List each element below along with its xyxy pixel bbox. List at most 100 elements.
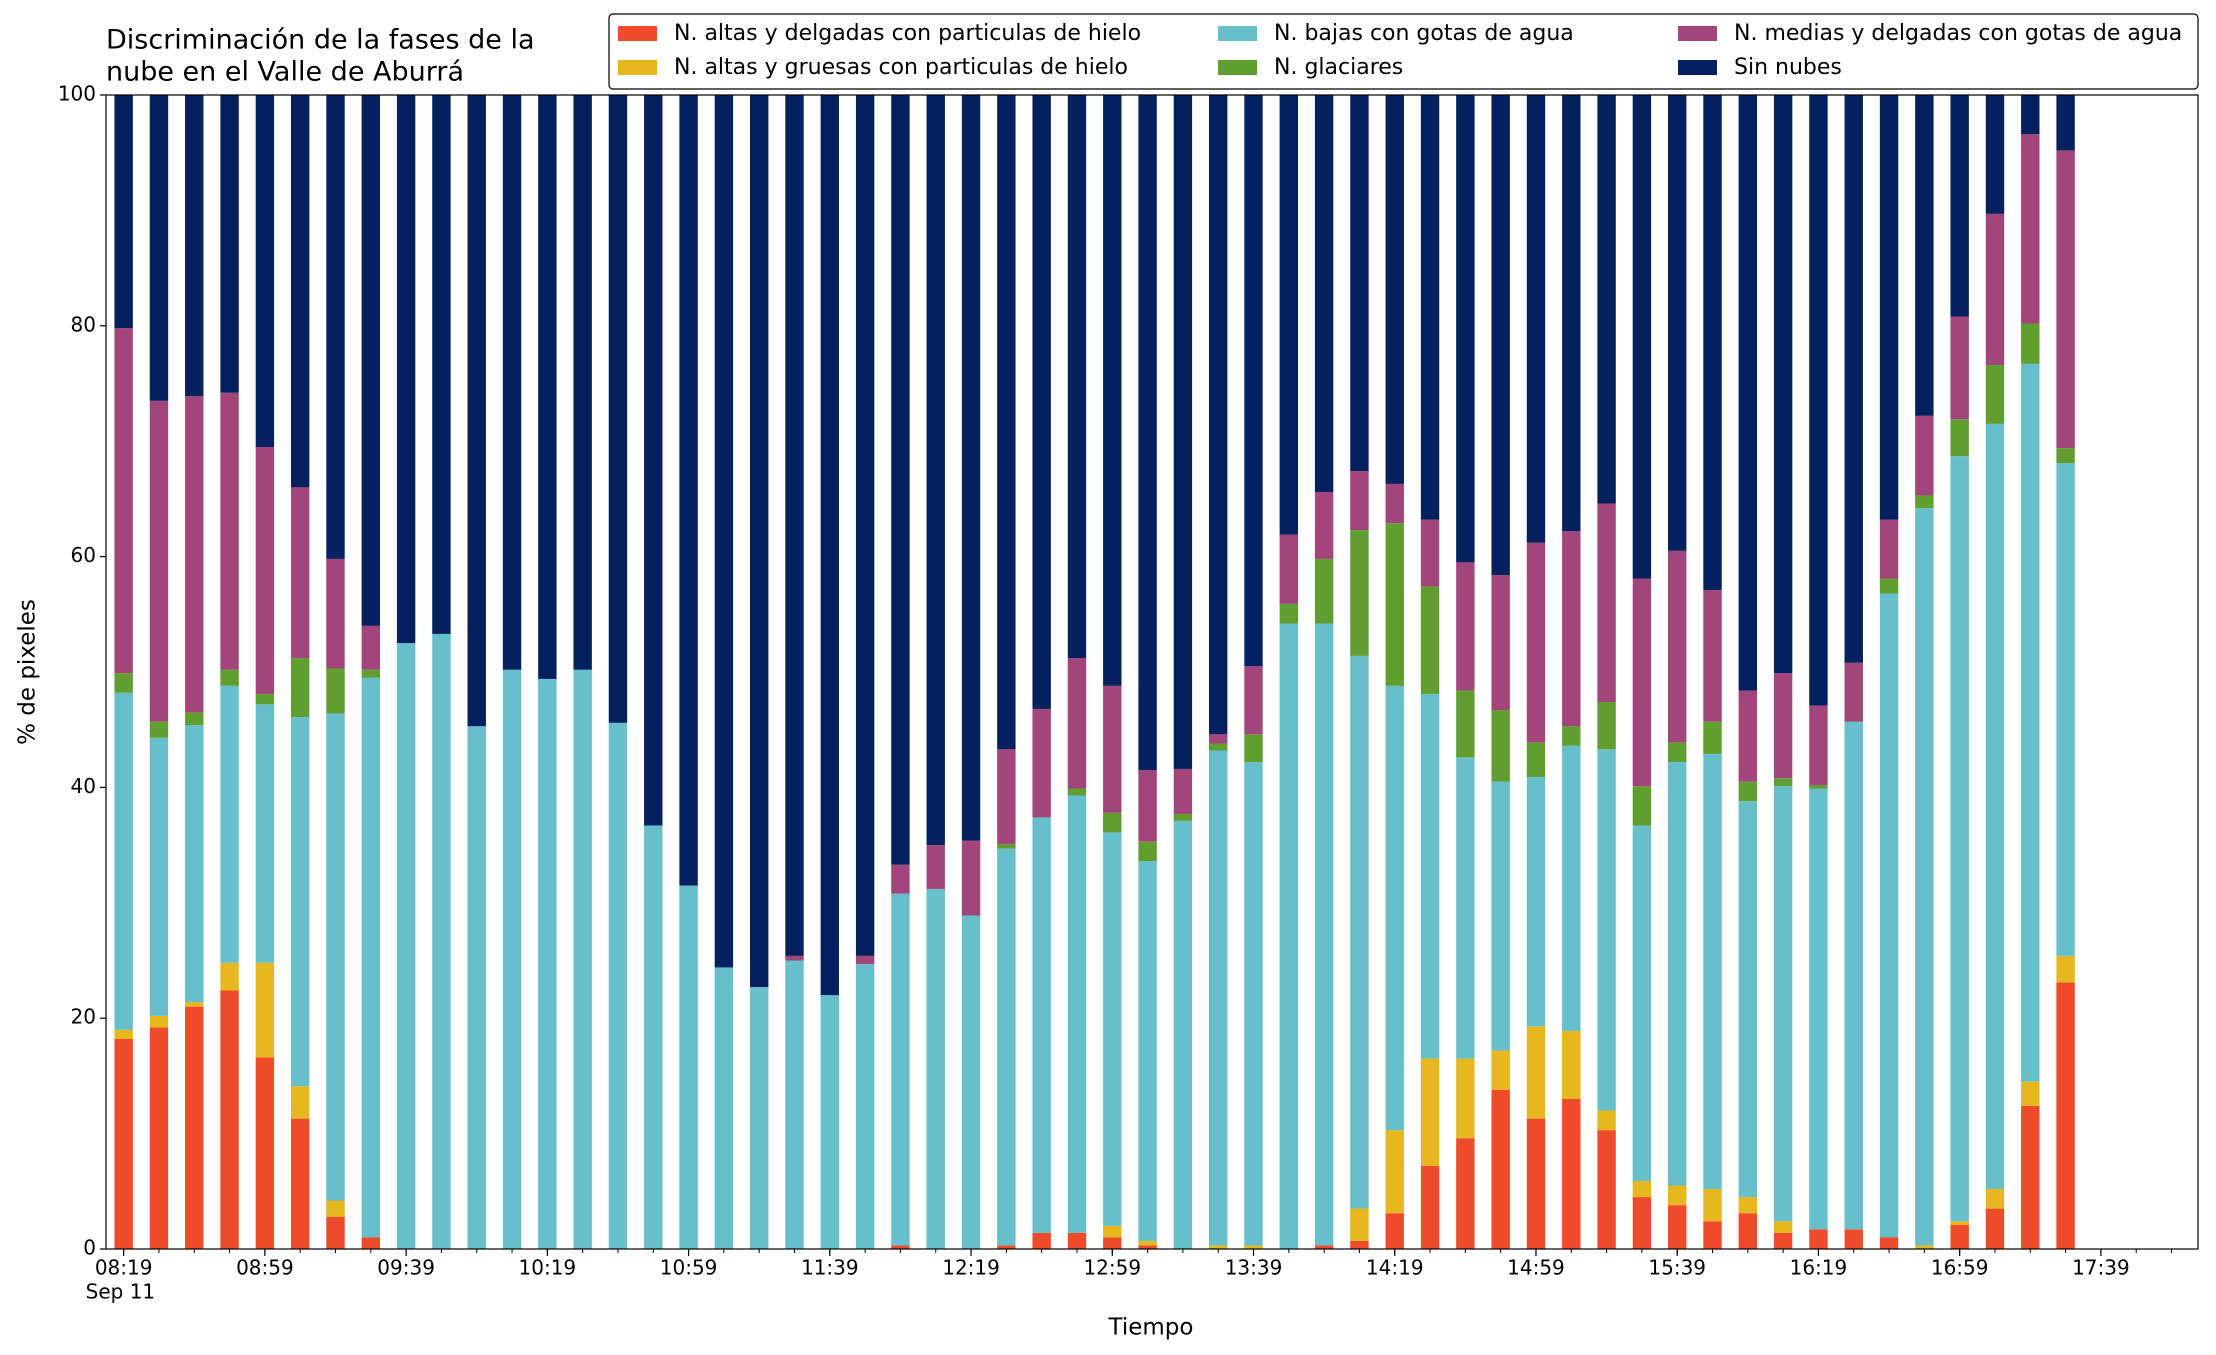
legend-swatch [1218, 60, 1257, 75]
bar-segment [1985, 423, 2005, 1189]
bar-segment [1738, 95, 1758, 691]
bar-segment [502, 95, 522, 670]
legend-label: Sin nubes [1734, 55, 1842, 80]
bar-segment [1809, 95, 1828, 706]
bar-segment [1173, 813, 1193, 821]
bar-segment [1138, 1240, 1157, 1246]
bar-segment [2021, 1081, 2040, 1106]
bar-segment [1314, 558, 1334, 624]
bar-segment [1209, 1245, 1228, 1249]
bar-segment [1526, 95, 1546, 543]
bar-segment [2056, 463, 2075, 956]
bar-segment [290, 95, 310, 488]
bar-segment [1597, 503, 1616, 703]
bar-segment [1526, 542, 1546, 743]
bar-segment [1244, 666, 1263, 735]
bar-segment [2056, 448, 2075, 464]
bar-segment [1985, 1188, 2005, 1209]
bar-segment [1385, 483, 1404, 524]
bar-segment [1773, 673, 1793, 779]
bar-segment [1526, 1118, 1546, 1249]
bar-segment [1703, 95, 1722, 591]
bar-segment [855, 963, 875, 1249]
bar-segment [2021, 1105, 2040, 1249]
bar-segment [608, 95, 628, 723]
bar-segment [749, 987, 769, 1249]
bar-segment [1597, 749, 1616, 1111]
x-tick-label: 08:19 [95, 1256, 153, 1280]
bar-segment [1032, 95, 1051, 709]
bar-segment [361, 669, 381, 678]
bar-segment [1738, 781, 1758, 802]
bar-segment [1420, 95, 1440, 520]
bar-segment [1668, 762, 1687, 1186]
bar-segment [1562, 1030, 1581, 1099]
bar-segment [255, 1057, 275, 1249]
bar-segment [1491, 575, 1510, 711]
bar-segment [1314, 1245, 1334, 1249]
bar-segment [997, 749, 1016, 844]
y-tick-label: 40 [71, 774, 96, 798]
bar-segment [1809, 705, 1828, 786]
bar-segment [1915, 415, 1934, 496]
bar-segment [1385, 523, 1404, 686]
bar-segment [1703, 1221, 1722, 1249]
bar-segment [1632, 95, 1652, 579]
bar-segment [432, 633, 451, 1249]
bar-segment [1844, 95, 1863, 663]
bar-segment [1668, 742, 1687, 763]
bar-segment [1915, 1245, 1934, 1249]
bar-segment [149, 95, 169, 401]
legend-label: N. glaciares [1274, 55, 1403, 80]
bar-segment [1314, 491, 1334, 559]
bar-segment [1738, 1197, 1758, 1214]
bar-segment [891, 95, 910, 865]
bar-segment [1773, 95, 1793, 674]
bar-segment [2056, 982, 2075, 1249]
bar-segment [220, 962, 239, 991]
bar-segment [785, 960, 804, 1249]
bar-segment [997, 843, 1016, 849]
bar-segment [1067, 658, 1087, 789]
bar-segment [185, 95, 204, 397]
bar-segment [1668, 1185, 1687, 1206]
bar-segment [1138, 861, 1157, 1241]
bar-segment [326, 1216, 345, 1249]
x-tick-label: 08:59 [236, 1256, 294, 1280]
bar-segment [1420, 1165, 1440, 1249]
bar-segment [326, 558, 345, 669]
bar-segment [1456, 1138, 1475, 1249]
bar-segment [1668, 1205, 1687, 1249]
bar-segment [1385, 685, 1404, 1131]
bar-segment [1491, 781, 1510, 1051]
bar-segment [1950, 95, 1969, 317]
bar-segment [326, 668, 345, 714]
bar-segment [1879, 519, 1899, 579]
bar-segment [1067, 1232, 1087, 1249]
bar-segment [1279, 623, 1299, 1249]
bar-segment [1809, 1229, 1828, 1249]
bar-segment [1420, 693, 1440, 1059]
x-date-label: Sep 11 [86, 1280, 156, 1304]
bar-segment [1103, 685, 1122, 813]
bar-segment [1844, 1229, 1863, 1249]
bar-segment [185, 1002, 204, 1007]
bar-segment [1420, 586, 1440, 694]
bar-segment [1879, 578, 1899, 594]
bar-segment [714, 967, 734, 1249]
bar-segment [1879, 1237, 1899, 1249]
bar-segment [1632, 578, 1652, 787]
bar-segment [1350, 655, 1369, 1209]
bar-segment [396, 95, 416, 644]
legend-label: N. bajas con gotas de agua [1274, 21, 1574, 46]
legend-box [608, 13, 2199, 90]
legend-label: N. altas y gruesas con particulas de hie… [674, 55, 1128, 80]
x-tick-label: 11:39 [801, 1256, 859, 1280]
bar-segment [1279, 534, 1299, 604]
bar-segment [149, 721, 169, 738]
bar-segment [2056, 150, 2075, 449]
bar-segment [1950, 1224, 1969, 1249]
bar-segment [1279, 603, 1299, 624]
bar-segment [1350, 530, 1369, 656]
bar-segment [1244, 1245, 1263, 1249]
